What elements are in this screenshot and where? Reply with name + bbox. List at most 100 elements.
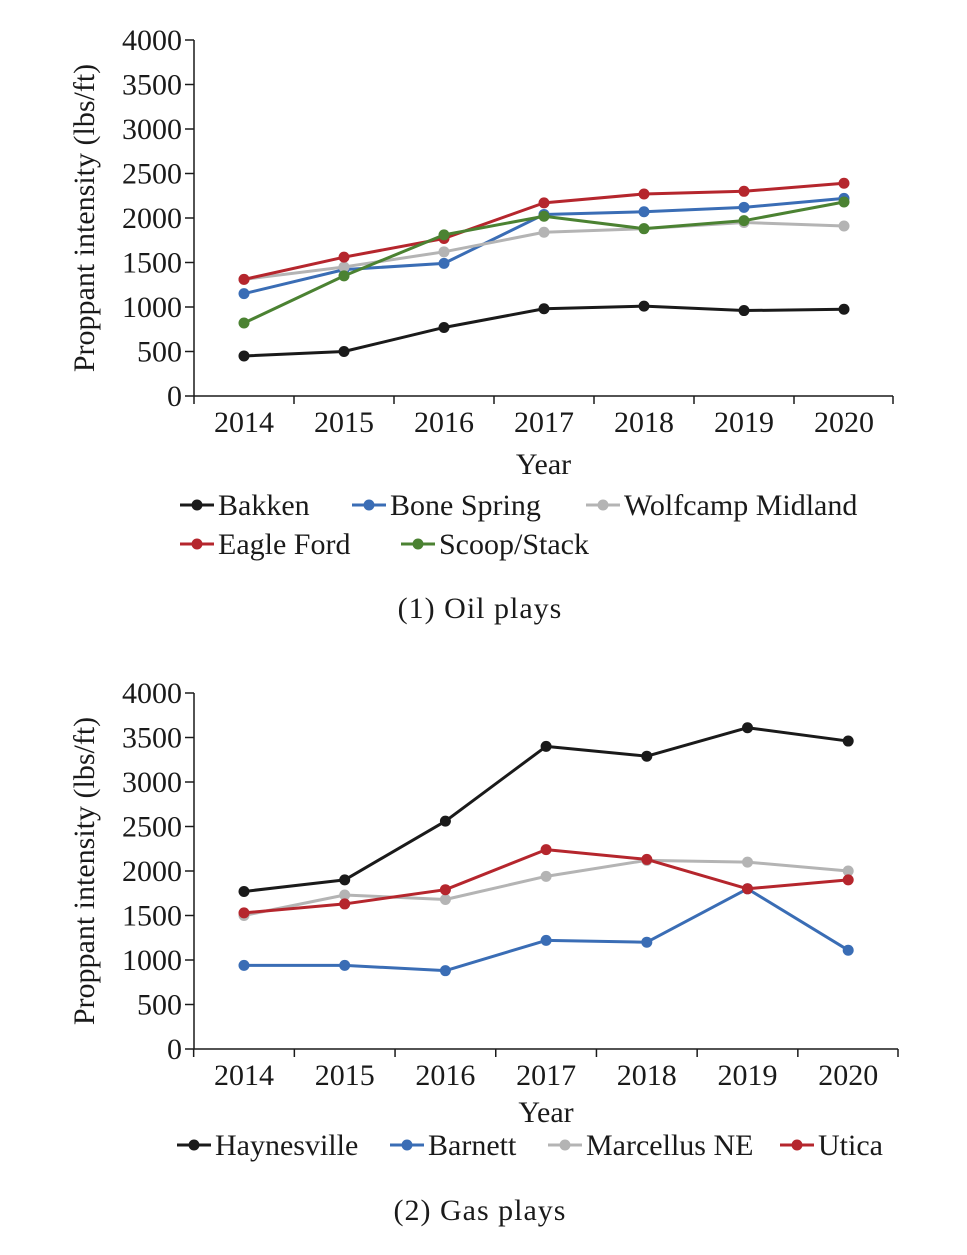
gas-x-tick-label: 2017 xyxy=(516,1059,576,1092)
oil-caption: (1) Oil plays xyxy=(398,592,563,625)
oil-x-tick-label: 2014 xyxy=(214,406,274,439)
oil-x-axis-title: Year xyxy=(516,448,571,481)
oil-y-tick-label: 0 xyxy=(167,380,182,413)
gas-y-tick-label: 1000 xyxy=(122,944,182,977)
gas-y-tick-label: 2000 xyxy=(122,855,182,888)
gas-legend-swatch-marker xyxy=(791,1139,803,1151)
oil-legend-item-bakken: Bakken xyxy=(180,489,310,522)
gas-y-tick-label: 2500 xyxy=(122,811,182,844)
gas-plays-panel: 0 500 1000 1500 2000 2500 3000 3500 4000 2014 2015… xyxy=(0,650,967,1250)
gas-x-tick-label: 2015 xyxy=(315,1059,375,1092)
oil-point-bakken xyxy=(238,350,250,362)
gas-point-barnett xyxy=(439,965,451,977)
gas-x-tick-label: 2020 xyxy=(818,1059,878,1092)
oil-y-tick-label: 1500 xyxy=(122,247,182,280)
gas-point-haynesville xyxy=(339,874,351,886)
gas-point-barnett xyxy=(238,959,250,971)
gas-x-tick-label: 2016 xyxy=(415,1059,475,1092)
gas-plays-chart: 0 500 1000 1500 2000 2500 3000 3500 4000 2014 2015… xyxy=(68,677,899,1227)
gas-point-utica xyxy=(339,898,351,910)
oil-x-tick-label: 2020 xyxy=(814,406,874,439)
oil-point-bone-spring xyxy=(638,206,650,218)
gas-point-utica xyxy=(641,853,653,865)
gas-point-utica xyxy=(238,907,250,919)
gas-series-line-haynesville xyxy=(243,726,849,893)
oil-legend-label: Bakken xyxy=(218,489,310,522)
gas-point-marcellus-ne xyxy=(742,856,753,868)
gas-legend-label: Barnett xyxy=(428,1129,517,1162)
gas-point-barnett xyxy=(339,959,351,971)
gas-point-haynesville xyxy=(641,750,653,762)
oil-plays-chart: 0 500 1000 1500 2000 2500 3000 3500 4000 2014 2015… xyxy=(68,24,894,625)
oil-legend-swatch-marker xyxy=(363,499,375,511)
gas-y-tick-label: 500 xyxy=(137,989,182,1022)
oil-x-tick-label: 2019 xyxy=(714,406,774,439)
gas-y-tick-label: 0 xyxy=(167,1033,182,1066)
gas-point-haynesville xyxy=(439,815,451,827)
oil-point-bakken xyxy=(538,303,550,315)
oil-y-tick-label: 4000 xyxy=(122,24,182,57)
oil-point-scoop-stack xyxy=(538,210,550,222)
gas-legend-label: Utica xyxy=(818,1129,883,1162)
gas-x-axis-title: Year xyxy=(518,1096,573,1129)
oil-x-tick-label: 2017 xyxy=(514,406,574,439)
oil-legend-label: Wolfcamp Midland xyxy=(624,489,857,522)
gas-point-haynesville xyxy=(540,740,552,752)
gas-point-utica xyxy=(842,874,854,886)
gas-point-utica xyxy=(742,883,753,895)
oil-point-bakken xyxy=(438,321,450,333)
oil-point-scoop-stack xyxy=(238,317,250,329)
oil-x-tick-label: 2015 xyxy=(314,406,374,439)
gas-point-haynesville xyxy=(742,722,753,734)
gas-legend-item-barnett: Barnett xyxy=(390,1129,517,1162)
gas-legend-swatch-marker xyxy=(401,1139,413,1151)
gas-point-marcellus-ne xyxy=(842,865,854,877)
oil-y-tick-label: 500 xyxy=(137,336,182,369)
oil-point-eagle-ford xyxy=(738,185,750,197)
gas-point-utica xyxy=(439,884,451,896)
oil-point-scoop-stack xyxy=(638,223,650,235)
oil-legend-label: Eagle Ford xyxy=(218,528,350,561)
oil-x-tick-label: 2016 xyxy=(414,406,474,439)
gas-y-axis-title: Proppant intensity (lbs/ft) xyxy=(68,717,101,1025)
oil-legend-label: Scoop/Stack xyxy=(439,528,589,561)
oil-point-eagle-ford xyxy=(638,188,650,200)
gas-legend-swatch-marker xyxy=(559,1139,571,1151)
oil-point-wolfcamp-midland xyxy=(538,226,550,238)
oil-point-eagle-ford xyxy=(838,177,850,189)
gas-legend-swatch-marker xyxy=(188,1139,200,1151)
gas-legend-label: Marcellus NE xyxy=(586,1129,753,1162)
gas-point-haynesville xyxy=(238,885,250,897)
gas-point-barnett xyxy=(540,934,552,946)
gas-caption: (2) Gas plays xyxy=(394,1194,567,1227)
oil-y-tick-label: 2500 xyxy=(122,158,182,191)
gas-legend-item-marcellus-ne: Marcellus NE xyxy=(548,1129,753,1162)
oil-point-eagle-ford xyxy=(338,251,350,263)
gas-point-haynesville xyxy=(842,735,854,747)
oil-point-bone-spring xyxy=(238,288,250,300)
oil-x-tick-label: 2018 xyxy=(614,406,674,439)
gas-legend-label: Haynesville xyxy=(215,1129,358,1162)
oil-point-bakken xyxy=(638,300,650,312)
oil-point-scoop-stack xyxy=(738,215,750,227)
oil-legend-item-bone-spring: Bone Spring xyxy=(352,489,541,522)
gas-point-marcellus-ne xyxy=(339,889,351,901)
oil-legend-item-eagle-ford: Eagle Ford xyxy=(180,528,350,561)
oil-legend-label: Bone Spring xyxy=(390,489,541,522)
gas-point-marcellus-ne xyxy=(540,870,552,882)
oil-legend-swatch-marker xyxy=(191,538,203,550)
oil-point-wolfcamp-midland xyxy=(438,246,450,258)
oil-plays-panel: 0 500 1000 1500 2000 2500 3000 3500 4000 2014 2015… xyxy=(68,24,894,625)
oil-point-wolfcamp-midland xyxy=(338,261,350,273)
oil-point-bone-spring xyxy=(738,201,750,213)
oil-point-bakken xyxy=(738,305,750,317)
gas-point-barnett xyxy=(641,936,653,948)
oil-y-tick-label: 3500 xyxy=(122,69,182,102)
oil-legend-item-scoop-stack: Scoop/Stack xyxy=(401,528,589,561)
gas-x-tick-label: 2019 xyxy=(718,1059,778,1092)
oil-point-bakken xyxy=(838,303,850,315)
oil-y-tick-label: 1000 xyxy=(122,291,182,324)
oil-point-wolfcamp-midland xyxy=(838,220,850,232)
oil-point-bone-spring xyxy=(438,257,450,269)
gas-x-tick-label: 2018 xyxy=(617,1059,677,1092)
